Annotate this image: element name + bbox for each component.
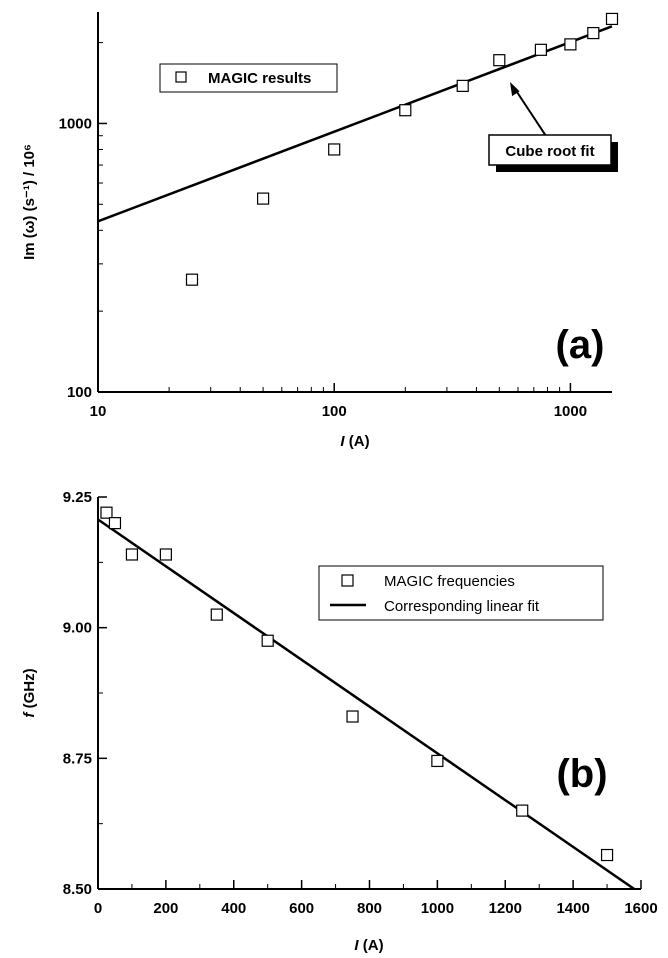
panel-a-chart: 10 100 1000 100 1000 I (A) Im (ω) (s⁻¹) / 10…	[21, 12, 619, 450]
panel-b-x-tick-label: 0	[94, 900, 102, 917]
panel-b-x-tick-label: 1200	[489, 900, 522, 917]
panel-b-chart: 0 200 400 600 800 1000 1200 1400 1600 8.50 8.75 9.0…	[21, 489, 658, 954]
panel-a-data-point	[256, 192, 270, 205]
panel-a-points	[185, 12, 619, 286]
panel-b-data-point	[431, 754, 444, 768]
panel-a-label: (a)	[556, 323, 605, 367]
panel-b-data-point	[210, 608, 223, 621]
panel-a-data-point	[328, 143, 341, 156]
panel-b-legend-marker	[341, 574, 354, 587]
panel-b-x-tick-label: 400	[221, 900, 246, 917]
panel-b-data-point	[125, 548, 139, 561]
cube-root-fit-annotation: Cube root fit	[488, 82, 618, 172]
panel-a-data-point	[564, 38, 577, 51]
panel-b-data-point	[261, 634, 274, 647]
panel-a-data-point	[399, 104, 412, 117]
panel-b-ticks: 0 200 400 600 800 1000 1200 1400 1600 8.50 8.75 9.0…	[63, 489, 658, 917]
panel-b-fit-line	[97, 518, 635, 891]
panel-a-data-point	[534, 43, 547, 56]
panel-a-data-point	[493, 54, 506, 67]
panel-b-data-point	[346, 710, 359, 723]
panel-b-legend-label-fit: Corresponding linear fit	[384, 598, 540, 615]
panel-b-data-point	[159, 548, 172, 561]
panel-b-x-tick-label: 200	[153, 900, 178, 917]
panel-b-x-tick-label: 1000	[421, 900, 454, 917]
annotation-label: Cube root fit	[505, 143, 594, 160]
panel-a-x-tick-label: 1000	[554, 403, 587, 420]
panel-a-y-axis-label: Im (ω) (s⁻¹) / 10⁶	[21, 144, 38, 260]
panel-a-ticks: 10 100 1000 100 1000	[59, 42, 587, 420]
panel-a-legend-box	[159, 63, 338, 93]
panel-b-y-tick-label: 9.25	[63, 489, 92, 506]
panel-b-data-point	[600, 848, 614, 862]
panel-b-x-tick-label: 1600	[624, 900, 657, 917]
panel-b-y-tick-label: 8.50	[63, 881, 92, 898]
panel-a-cube-root-fit-line	[97, 25, 613, 223]
panel-a-data-point	[587, 26, 600, 40]
panel-b-points	[100, 506, 614, 862]
panel-a-fit-line	[97, 25, 613, 223]
annotation-arrow-shaft	[512, 85, 547, 137]
panel-b-x-tick-label: 800	[357, 900, 382, 917]
annotation-arrowhead-icon	[510, 82, 520, 97]
panel-a-data-point	[185, 273, 199, 286]
panel-b-legend-box	[318, 565, 604, 621]
panel-b-x-tick-label: 1400	[556, 900, 589, 917]
panel-b-data-point	[100, 506, 113, 519]
panel-a-x-axis-label: I (A)	[340, 433, 369, 450]
panel-a-legend: MAGIC results	[159, 63, 338, 93]
panel-a-x-tick-label: 10	[90, 403, 107, 420]
panel-b-legend: MAGIC frequencies Corresponding linear f…	[318, 565, 604, 621]
panel-a-y-tick-label: 100	[67, 384, 92, 401]
panel-a-y-tick-label: 1000	[59, 115, 92, 132]
panel-b-label: (b)	[556, 752, 607, 796]
panel-b-y-tick-label: 8.75	[63, 750, 92, 767]
panel-a-legend-label: MAGIC results	[208, 70, 311, 87]
panel-b-y-axis-label: f (GHz)	[21, 668, 38, 717]
panel-b-data-point	[108, 517, 122, 530]
panel-b-linear-fit-line	[97, 518, 635, 891]
annotation-box	[488, 134, 612, 166]
panel-a-x-tick-label: 100	[322, 403, 347, 420]
panel-b-x-tick-label: 600	[289, 900, 314, 917]
panel-b-y-tick-label: 9.00	[63, 620, 92, 637]
panel-a-data-point	[605, 12, 619, 26]
panel-b-data-point	[516, 804, 529, 817]
panel-b-x-axis-label: I (A)	[354, 937, 383, 954]
panel-b-legend-label-points: MAGIC frequencies	[384, 573, 515, 590]
panel-a-legend-marker	[175, 71, 187, 83]
panel-a-data-point	[456, 79, 469, 92]
